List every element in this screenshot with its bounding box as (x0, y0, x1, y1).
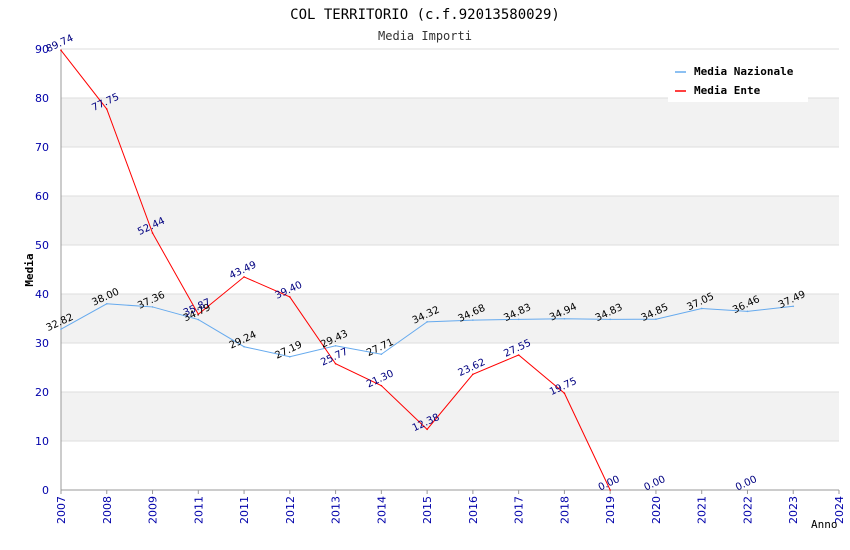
x-tick-label-14: 2021 (696, 496, 709, 524)
x-tick-label-10: 2017 (513, 496, 526, 524)
x-tick-label-8: 2015 (421, 496, 434, 524)
y-tick-label-30: 30 (35, 337, 49, 350)
background-bands (61, 98, 839, 441)
x-tick-label-2: 2009 (147, 496, 160, 524)
data-point-0-5 (289, 355, 291, 358)
data-point-1-3 (197, 313, 200, 316)
x-tick-label-1: 2008 (101, 496, 114, 524)
data-point-1-9 (472, 373, 474, 376)
y-tick-label-50: 50 (35, 239, 49, 252)
band-30-40 (61, 294, 839, 343)
data-point-1-8 (426, 428, 428, 431)
x-tick-label-13: 2020 (650, 496, 663, 524)
data-point-0-15 (746, 310, 749, 313)
data-point-0-4 (243, 345, 245, 348)
data-label-1-13: 0.00 (642, 474, 667, 493)
x-tick-label-9: 2016 (467, 496, 480, 524)
data-label-1-12: 0.00 (597, 474, 622, 493)
data-point-0-1 (105, 303, 108, 305)
y-tick-label-40: 40 (35, 288, 49, 301)
data-label-1-0: 89.74 (45, 33, 76, 55)
y-tick-label-90: 90 (35, 43, 49, 56)
x-axis-label: Anno (811, 518, 838, 531)
chart-title: COL TERRITORIO (c.f.92013580029) (290, 7, 560, 23)
data-point-0-13 (655, 318, 657, 321)
x-tick-label-7: 2014 (375, 496, 388, 524)
data-label-1-7: 21.30 (365, 368, 396, 390)
y-tick-label-0: 0 (42, 484, 49, 497)
y-axis-ticks: 0 10 20 30 40 50 60 70 80 90 (35, 43, 49, 497)
data-point-1-4 (243, 276, 245, 278)
data-point-1-5 (289, 296, 291, 298)
x-tick-label-3: 2011 (192, 496, 205, 524)
data-point-1-11 (563, 392, 566, 395)
x-axis-ticks: 2007 2008 2009 2011 2011 2012 2013 2014 2015 2016… (55, 496, 846, 524)
x-tick-label-4: 2011 (238, 496, 251, 524)
data-point-0-8 (426, 321, 428, 323)
x-tick-label-17: 2024 (833, 496, 846, 524)
data-point-0-6 (334, 344, 337, 347)
legend-label-media-ente: Media Ente (694, 84, 761, 97)
grid-lines (60, 48, 840, 494)
legend: Media Nazionale Media Ente (668, 58, 808, 102)
data-label-1-15: 0.00 (734, 474, 759, 493)
data-point-0-14 (700, 307, 703, 310)
x-tick-label-6: 2013 (330, 496, 343, 524)
x-tick-label-12: 2019 (604, 496, 617, 524)
y-tick-label-20: 20 (35, 386, 49, 399)
y-axis-label: Media (23, 253, 36, 286)
x-tick-label-5: 2012 (284, 496, 297, 524)
y-tick-label-70: 70 (35, 141, 49, 154)
data-point-1-6 (334, 362, 337, 365)
data-point-0-3 (197, 318, 200, 321)
data-point-1-1 (105, 108, 108, 110)
y-tick-label-80: 80 (35, 92, 49, 105)
data-point-0-9 (472, 319, 474, 321)
data-point-0-12 (609, 318, 611, 321)
data-point-1-10 (517, 354, 520, 356)
band-10-20 (61, 392, 839, 441)
legend-box (668, 58, 808, 102)
data-point-1-12 (609, 489, 611, 491)
data-point-0-11 (563, 317, 566, 320)
x-tick-label-15: 2022 (741, 496, 754, 524)
data-point-1-2 (151, 232, 154, 234)
data-point-1-0 (60, 49, 62, 52)
data-point-0-2 (151, 306, 154, 308)
series-layer (60, 49, 795, 491)
data-point-1-7 (380, 384, 383, 387)
legend-label-media-nazionale: Media Nazionale (694, 65, 794, 78)
x-tick-label-11: 2018 (558, 496, 571, 524)
x-tick-label-0: 2007 (55, 496, 68, 524)
y-tick-label-60: 60 (35, 190, 49, 203)
y-tick-label-10: 10 (35, 435, 49, 448)
band-50-60 (61, 196, 839, 245)
x-tick-label-16: 2023 (787, 496, 800, 524)
chart-subtitle: Media Importi (378, 29, 472, 43)
data-point-0-7 (380, 353, 383, 356)
band-70-80 (61, 98, 839, 147)
data-point-0-16 (792, 305, 795, 308)
data-point-0-0 (60, 328, 62, 330)
data-point-0-10 (517, 318, 520, 321)
